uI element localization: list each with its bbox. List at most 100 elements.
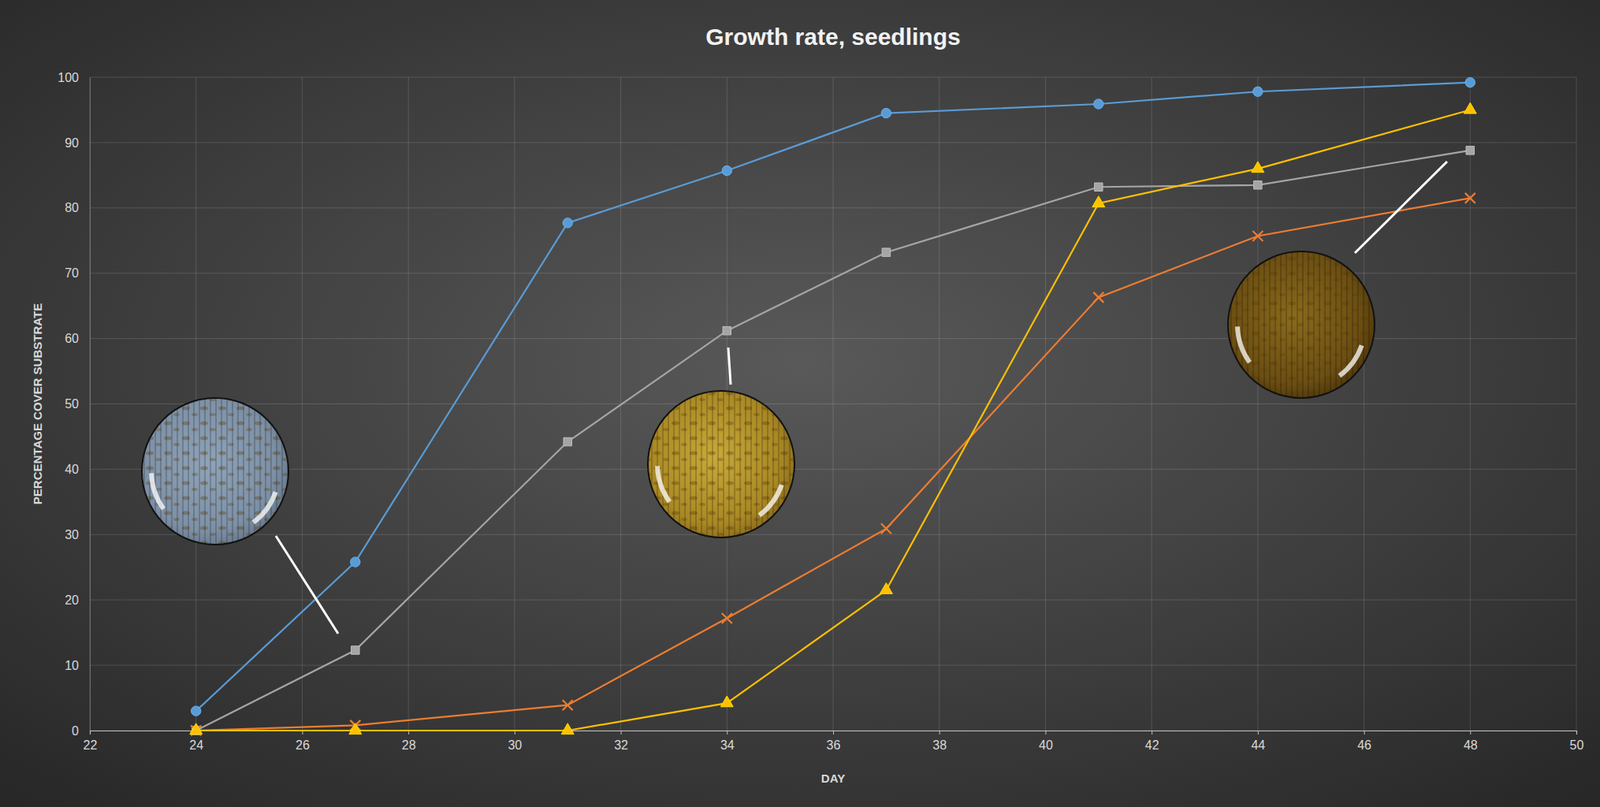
x-tick-mark [726,730,728,735]
x-tick-label: 24 [189,738,204,752]
y-tick: 90 [64,136,90,150]
x-tick: 30 [507,730,522,752]
magnified-texture [648,391,794,537]
plot: 2224262830323436384042444648500102030405… [57,70,1584,753]
leader-line [728,347,731,385]
grid-line-x [1363,77,1365,731]
y-tick: 0 [71,724,90,738]
y-axis: 0102030405060708090100 [57,70,90,738]
grid-line-x [1576,77,1578,731]
x-tick-label: 34 [720,738,735,752]
chart-title: Growth rate, seedlings [705,23,960,50]
x-tick-label: 30 [507,738,522,752]
x-tick: 40 [1038,730,1054,752]
highlight [252,491,279,525]
magnified-view [1227,251,1375,399]
y-tick-label: 10 [64,658,79,673]
marker [881,523,892,534]
x-axis-line [90,731,1578,736]
grid-line-x [833,77,834,731]
y-tick: 80 [64,200,90,215]
marker [563,437,572,446]
marker [351,646,360,655]
marker [189,723,203,735]
leader-line [275,535,339,634]
x-tick: 28 [401,730,417,752]
marker [561,723,574,735]
x-tick-label: 22 [83,738,98,752]
y-tick-label: 30 [64,528,79,542]
x-tick-label: 50 [1570,738,1585,752]
y-tick: 30 [64,528,90,542]
x-axis: 222426283032343638404244464850 [83,730,1585,752]
grid-line-x [1469,77,1471,731]
marker [191,706,201,716]
marker [350,557,361,567]
series-line [196,197,1471,731]
marker [1094,182,1103,191]
y-tick-label: 0 [71,724,79,738]
x-tick-mark [1576,730,1578,735]
x-tick-mark [621,730,622,735]
x-tick-mark [1257,730,1259,735]
marker [1093,99,1104,109]
magnified-texture [648,391,794,537]
magnified-texture [142,398,288,544]
series-line [196,150,1471,731]
series-group [189,77,1478,736]
magnified-texture [1228,252,1374,398]
magnified-views [141,161,1448,634]
y-tick: 60 [64,331,90,346]
x-tick-mark [1364,730,1366,735]
x-tick-label: 42 [1145,738,1160,752]
grid-line-x [301,77,303,731]
marker [562,218,573,228]
y-tick: 10 [64,658,90,673]
x-tick-label: 38 [932,738,947,752]
y-tick-label: 60 [64,331,79,346]
x-tick: 32 [613,730,629,752]
grid-line-x [1045,77,1046,731]
x-tick-mark [939,730,941,735]
y-tick-label: 80 [64,200,79,215]
marker [1092,196,1106,208]
marker [1465,193,1476,204]
x-tick-label: 26 [295,738,310,752]
x-tick-label: 28 [401,738,417,752]
grid [89,77,1577,731]
grid-line-x [408,77,410,731]
marker [881,248,890,257]
marker [349,723,362,735]
x-tick-mark [89,730,91,735]
x-tick: 34 [720,730,735,752]
x-tick-label: 36 [826,738,841,752]
magnified-view [141,398,289,545]
x-tick-label: 44 [1250,738,1266,752]
highlight [654,465,672,503]
x-tick-label: 32 [613,738,629,752]
marker [879,583,893,595]
y-tick-label: 50 [64,397,79,411]
x-axis-title: DAY [821,771,845,786]
grid-line-x [938,77,940,731]
y-tick-label: 20 [64,593,79,607]
series-line [196,109,1471,731]
marker [1093,292,1104,303]
y-tick: 100 [57,70,90,85]
grid-line-x [1257,77,1258,731]
grid-line-x [89,77,91,731]
x-tick: 42 [1145,730,1160,752]
y-tick-label: 100 [57,70,79,85]
x-tick-mark [1469,730,1471,735]
x-tick-label: 46 [1357,738,1372,752]
x-tick: 46 [1357,730,1372,752]
y-axis-title: PERCENTAGE COVER SUBSTRATE [30,303,45,505]
y-tick: 50 [64,397,90,411]
y-axis-line [89,78,91,732]
y-tick: 20 [64,593,90,607]
x-tick: 38 [932,730,947,752]
marker [562,699,574,711]
background [0,0,1600,807]
highlight [148,472,166,510]
y-tick-label: 90 [64,136,79,150]
